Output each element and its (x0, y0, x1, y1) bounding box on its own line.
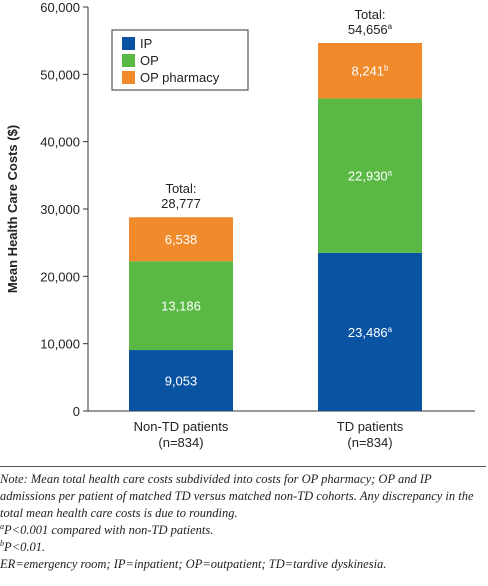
bar-segment (129, 261, 233, 351)
x-tick-label: Non-TD patients (134, 419, 229, 434)
legend-label: OP (140, 53, 159, 68)
total-label-prefix: Total: (165, 181, 196, 196)
note-a: aP<0.001 compared with non-TD patients. (0, 521, 214, 537)
bar-segment (129, 217, 233, 262)
data-label: 13,186 (161, 299, 201, 314)
data-label: 22,930a (348, 169, 393, 184)
x-tick-label-sub: (n=834) (347, 435, 392, 450)
y-tick-label: 40,000 (40, 135, 80, 150)
total-label-prefix: Total: (354, 7, 385, 22)
x-tick-label-sub: (n=834) (158, 435, 203, 450)
data-label: 23,486a (348, 325, 393, 340)
y-tick-label: 30,000 (40, 202, 80, 217)
bar-segment (318, 42, 422, 99)
total-label-value: 28,777 (161, 196, 201, 211)
y-axis-title: Mean Health Care Costs ($) (5, 125, 20, 293)
y-tick-label: 10,000 (40, 337, 80, 352)
bar-segment (318, 252, 422, 411)
legend-swatch (122, 37, 135, 50)
y-tick-label: 60,000 (40, 0, 80, 15)
stacked-bar-chart: 0 10,000 20,000 30,000 40,000 50,000 60,000 Mea… (5, 0, 475, 450)
data-label: 9,053 (165, 374, 198, 389)
legend-swatch (122, 54, 135, 67)
legend-label: OP pharmacy (140, 70, 220, 85)
data-label: 6,538 (165, 232, 198, 247)
y-tick-label: 20,000 (40, 269, 80, 284)
note-b: bP<0.01. (0, 538, 46, 554)
legend-swatch (122, 71, 135, 84)
bar-segment (318, 98, 422, 253)
y-tick-label: 50,000 (40, 67, 80, 82)
total-label-value: 54,656a (348, 22, 393, 37)
footnotes: Note: Mean total health care costs subdi… (0, 466, 486, 573)
legend-label: IP (140, 36, 152, 51)
y-tick-label: 0 (73, 404, 80, 419)
data-label: 8,241b (352, 64, 390, 79)
note-main: Note: Mean total health care costs subdi… (0, 472, 474, 520)
bar-segment (129, 350, 233, 411)
x-tick-label: TD patients (337, 419, 404, 434)
note-abbreviations: ER=emergency room; IP=inpatient; OP=outp… (0, 557, 387, 571)
